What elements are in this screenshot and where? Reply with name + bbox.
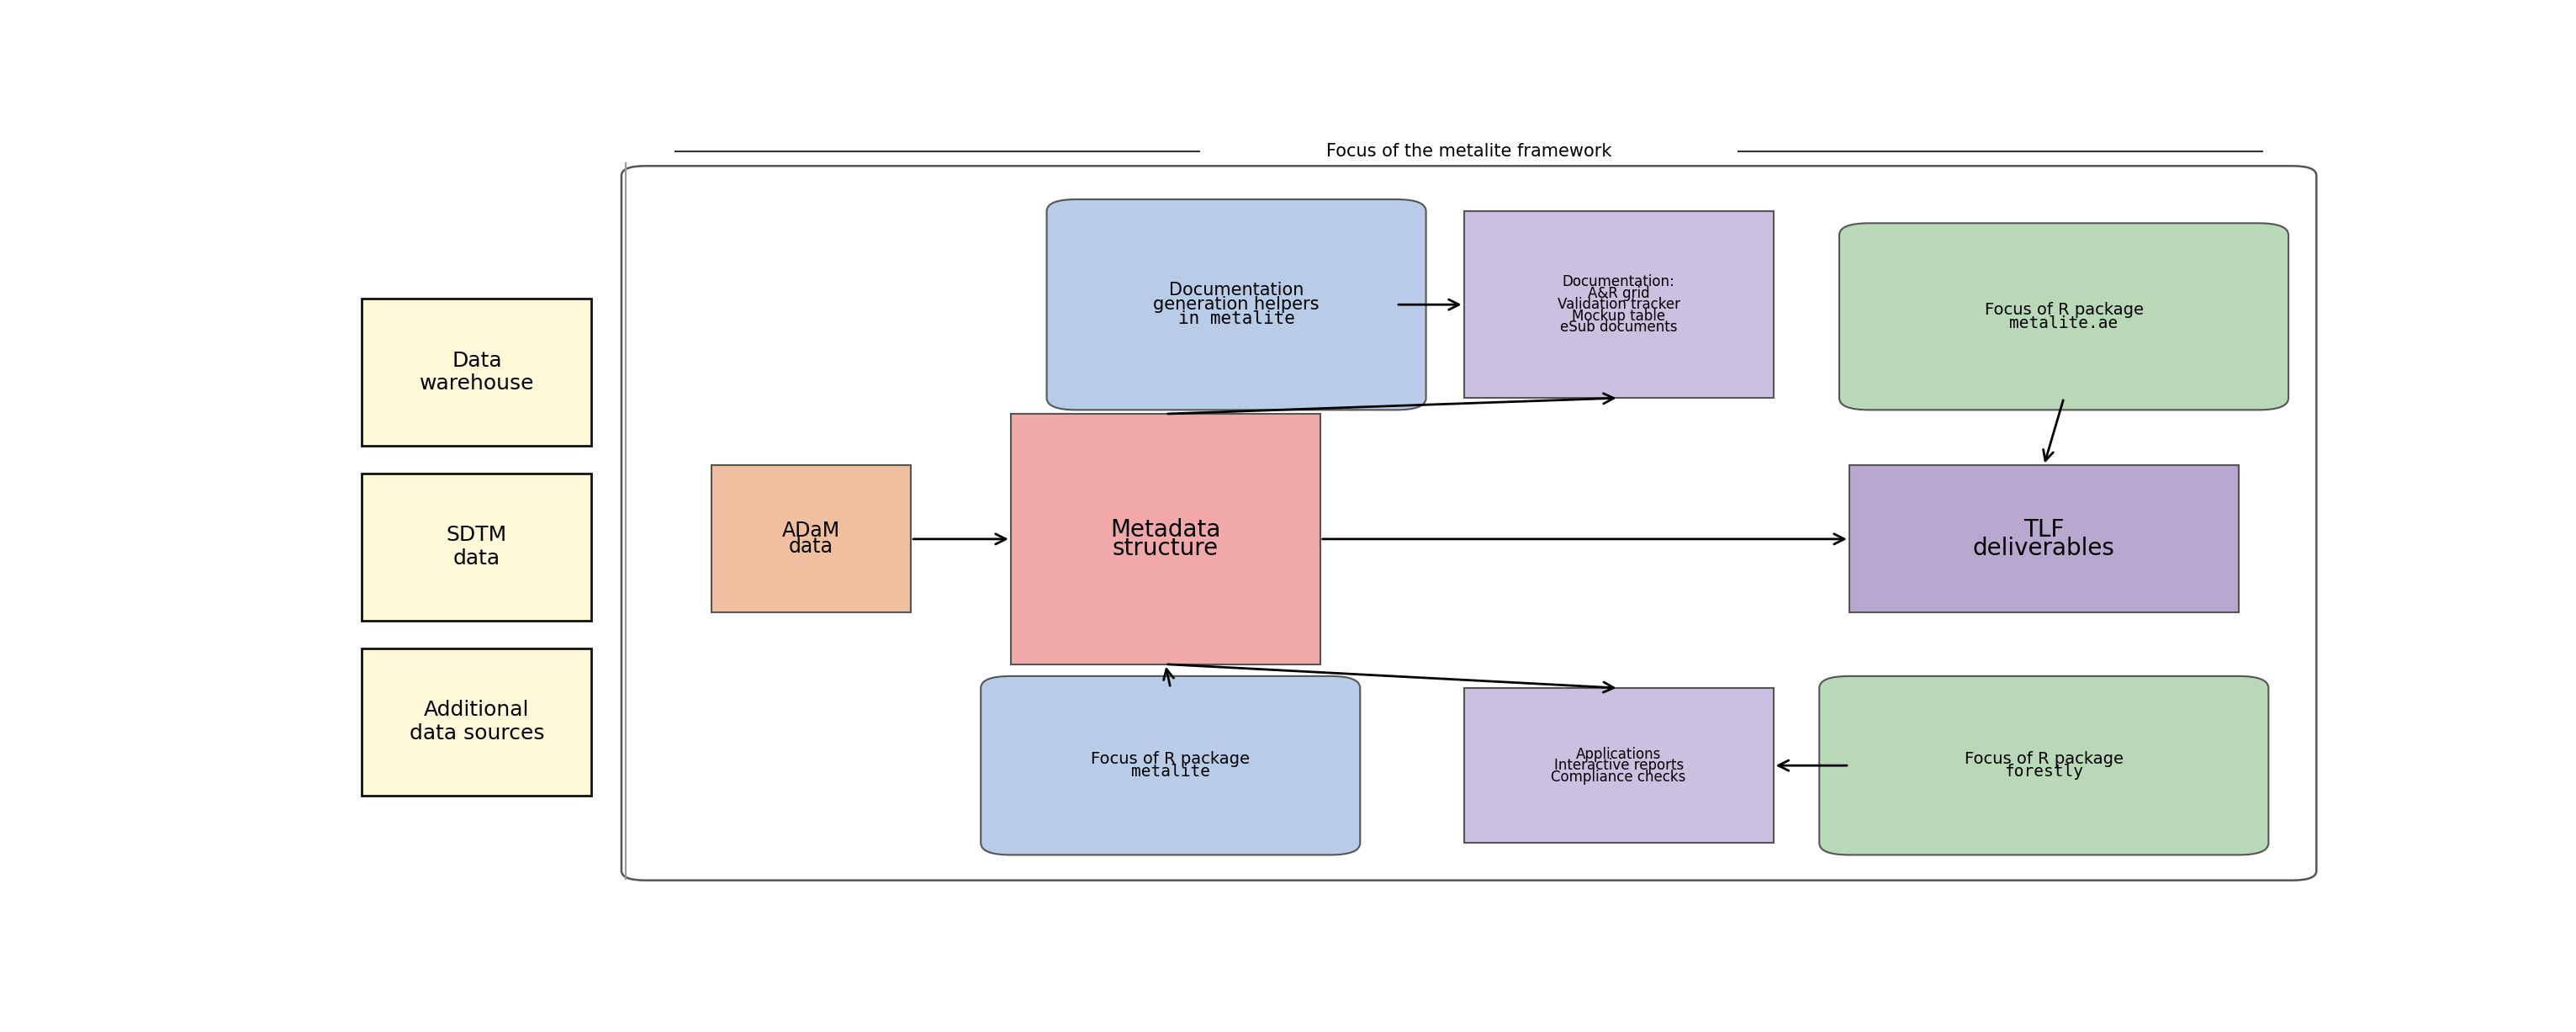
FancyBboxPatch shape [1046, 199, 1427, 410]
FancyBboxPatch shape [1010, 414, 1321, 665]
Text: Mockup table: Mockup table [1571, 309, 1667, 323]
FancyBboxPatch shape [361, 298, 592, 446]
FancyBboxPatch shape [1839, 223, 2287, 410]
Text: Focus of the metalite framework: Focus of the metalite framework [1327, 143, 1613, 160]
Text: Documentation: Documentation [1170, 282, 1303, 299]
Text: Applications: Applications [1577, 747, 1662, 762]
FancyBboxPatch shape [981, 676, 1360, 854]
Text: structure: structure [1113, 537, 1218, 560]
FancyBboxPatch shape [361, 474, 592, 620]
Text: forestly: forestly [2004, 764, 2084, 780]
Text: Metadata: Metadata [1110, 518, 1221, 542]
Text: TLF: TLF [2025, 518, 2063, 542]
Text: Additional
data sources: Additional data sources [410, 700, 544, 744]
Text: Documentation:: Documentation: [1564, 275, 1674, 290]
FancyBboxPatch shape [1463, 212, 1772, 398]
Text: generation helpers: generation helpers [1154, 296, 1319, 313]
FancyBboxPatch shape [1819, 676, 2269, 854]
Text: Data
warehouse: Data warehouse [420, 351, 533, 394]
Text: SDTM
data: SDTM data [446, 525, 507, 569]
Text: Interactive reports: Interactive reports [1553, 757, 1685, 773]
Text: metalite: metalite [1131, 764, 1211, 780]
Text: A&R grid: A&R grid [1587, 286, 1649, 301]
Text: Compliance checks: Compliance checks [1551, 769, 1687, 784]
Text: data: data [788, 537, 835, 557]
Text: metalite.ae: metalite.ae [2009, 315, 2117, 331]
Text: Focus of R package: Focus of R package [1965, 751, 2123, 767]
Text: ADaM: ADaM [783, 521, 840, 541]
Text: deliverables: deliverables [1973, 537, 2115, 560]
FancyBboxPatch shape [361, 648, 592, 796]
Text: Focus of R package: Focus of R package [1092, 751, 1249, 767]
FancyBboxPatch shape [711, 465, 912, 613]
FancyBboxPatch shape [1850, 465, 2239, 613]
Text: Focus of R package: Focus of R package [1984, 302, 2143, 318]
Text: in metalite: in metalite [1177, 311, 1296, 327]
Text: Validation tracker: Validation tracker [1558, 297, 1680, 313]
FancyBboxPatch shape [1463, 688, 1772, 843]
Text: eSub documents: eSub documents [1561, 320, 1677, 334]
